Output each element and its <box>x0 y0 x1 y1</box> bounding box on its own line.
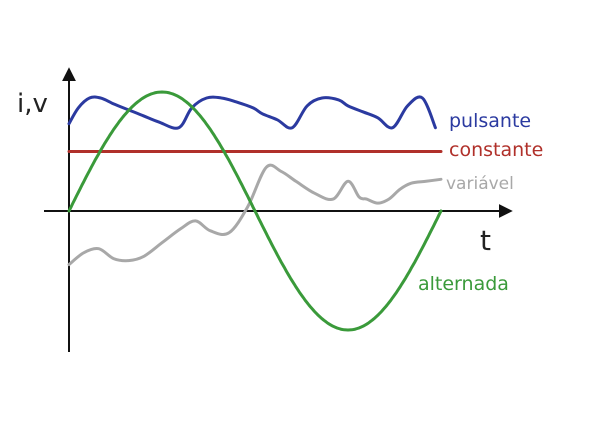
series-layer <box>67 90 443 332</box>
legend-variavel: variável <box>446 174 514 194</box>
series-line-pulsante <box>67 95 437 130</box>
legend-alternada: alternada <box>418 273 509 295</box>
legend-constante: constante <box>449 139 543 161</box>
y-axis-label: i,v <box>17 89 48 119</box>
series-line-variavel <box>67 163 443 267</box>
series-line-alternada <box>67 90 443 332</box>
x-axis-label: t <box>480 224 491 257</box>
legend-pulsante: pulsante <box>449 110 531 132</box>
